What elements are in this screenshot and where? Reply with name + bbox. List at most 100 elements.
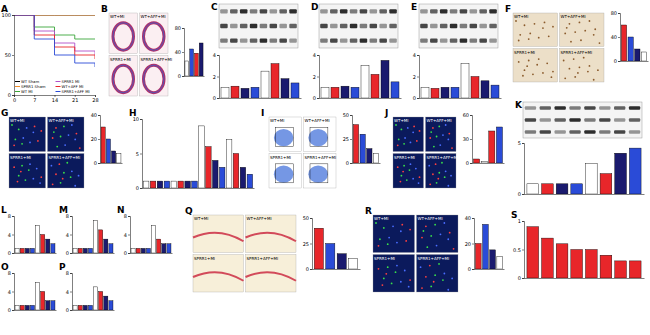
tick: 2 xyxy=(313,74,319,80)
tick: 50 xyxy=(5,52,14,58)
tick: 0.5 xyxy=(513,247,524,253)
bar xyxy=(496,127,502,163)
bar xyxy=(381,60,389,98)
cell-spot xyxy=(451,147,453,149)
axis-line xyxy=(70,217,73,254)
bar xyxy=(373,153,378,163)
tick-mark xyxy=(217,55,219,56)
panel-letter: B xyxy=(101,4,108,14)
tick: 8 xyxy=(124,213,130,219)
cell-spot xyxy=(435,163,437,165)
cell-spot xyxy=(534,23,536,25)
blot-band xyxy=(614,118,625,122)
cell-spot xyxy=(437,178,439,180)
bar xyxy=(481,161,487,163)
cell-spot xyxy=(412,131,414,133)
bar xyxy=(25,248,29,253)
axis-line xyxy=(220,98,302,99)
blot-band xyxy=(389,9,397,13)
tick-label: 14 xyxy=(52,97,58,103)
cell-spot xyxy=(587,71,589,73)
blot-band xyxy=(599,106,610,110)
panel-letter: F xyxy=(505,4,511,14)
y-axis: 0510 xyxy=(133,116,143,191)
tick: 50 xyxy=(303,215,312,221)
tissue xyxy=(143,65,164,93)
plot-area xyxy=(474,127,503,163)
image-cell xyxy=(417,215,459,253)
image-panel: RWT+MIWT+AFF+MISPRR1+MISPRR1+AFF+MI xyxy=(365,206,458,292)
bar-chart: 02550 xyxy=(303,215,361,272)
blot-band xyxy=(270,38,278,42)
cell-spot xyxy=(569,23,571,25)
bar xyxy=(141,248,145,253)
cell-spot xyxy=(66,162,68,164)
cell-spot xyxy=(63,126,65,128)
bar xyxy=(474,159,480,163)
bar xyxy=(190,49,194,76)
image-cell xyxy=(373,255,415,293)
flow-gate xyxy=(276,127,294,146)
blot-band xyxy=(629,118,640,122)
tick-mark xyxy=(140,154,142,155)
cell-spot xyxy=(421,287,423,289)
image-label: WT+MI xyxy=(374,216,388,221)
cell-spot xyxy=(40,176,42,178)
bar xyxy=(556,244,568,278)
legend-swatch xyxy=(15,91,20,92)
legend-swatch xyxy=(56,81,61,82)
cell-spot xyxy=(419,176,421,178)
tick: 0 xyxy=(8,92,14,98)
tick: 20 xyxy=(465,241,474,247)
cell-spot xyxy=(548,35,550,37)
flow-gate xyxy=(310,164,328,183)
axis-line xyxy=(621,61,649,62)
cell-spot xyxy=(387,266,389,268)
blot-band xyxy=(250,9,258,13)
cell-spot xyxy=(443,273,445,275)
bar xyxy=(231,86,239,98)
bar xyxy=(51,301,55,310)
image-cell xyxy=(304,117,337,152)
bar xyxy=(571,250,583,279)
tick-label: 40 xyxy=(175,49,181,55)
tick-mark xyxy=(140,119,142,120)
cell-spot xyxy=(406,179,408,181)
bar xyxy=(489,131,495,163)
blot-band xyxy=(450,9,458,13)
x-axis xyxy=(73,310,115,312)
image-panel: GWT+MIWT+AFF+MISPRR1+MISPRR1+AFF+MI xyxy=(1,108,84,188)
tick-mark xyxy=(522,250,524,251)
cell-spot xyxy=(430,286,432,288)
bar xyxy=(371,74,379,98)
cell-spot xyxy=(14,139,16,141)
bar xyxy=(441,87,449,98)
blot-band xyxy=(360,9,368,13)
tissue xyxy=(246,233,297,242)
bar-chart: 02040 xyxy=(465,215,505,272)
bar xyxy=(475,244,481,270)
image-label: WT+AFF+MI xyxy=(561,14,586,19)
image-panel: K xyxy=(515,100,642,138)
cell-spot xyxy=(378,245,380,247)
tick: 0 xyxy=(313,95,319,101)
axis-line xyxy=(522,222,525,279)
bar xyxy=(615,261,627,278)
tick-mark xyxy=(12,273,14,274)
image-label: SPRR1+AFF+MI xyxy=(427,155,459,160)
image-panel: QWT+MIWT+AFF+MISPRR1+MISPRR1+AFF+MI xyxy=(185,206,296,292)
cell-spot xyxy=(442,134,444,136)
tick-label: 0 xyxy=(178,73,181,79)
tick: 40 xyxy=(175,49,184,55)
cell-spot xyxy=(564,77,566,79)
cell-spot xyxy=(579,66,581,68)
bar xyxy=(99,230,103,253)
tick-mark xyxy=(522,143,524,144)
cell-spot xyxy=(447,139,449,141)
blot-band xyxy=(379,9,387,13)
cell-spot xyxy=(574,76,576,78)
blot-band xyxy=(340,9,348,13)
tick-label: 0 xyxy=(468,266,471,272)
tick: 28 xyxy=(92,95,98,103)
panel-letter: M xyxy=(59,205,68,215)
